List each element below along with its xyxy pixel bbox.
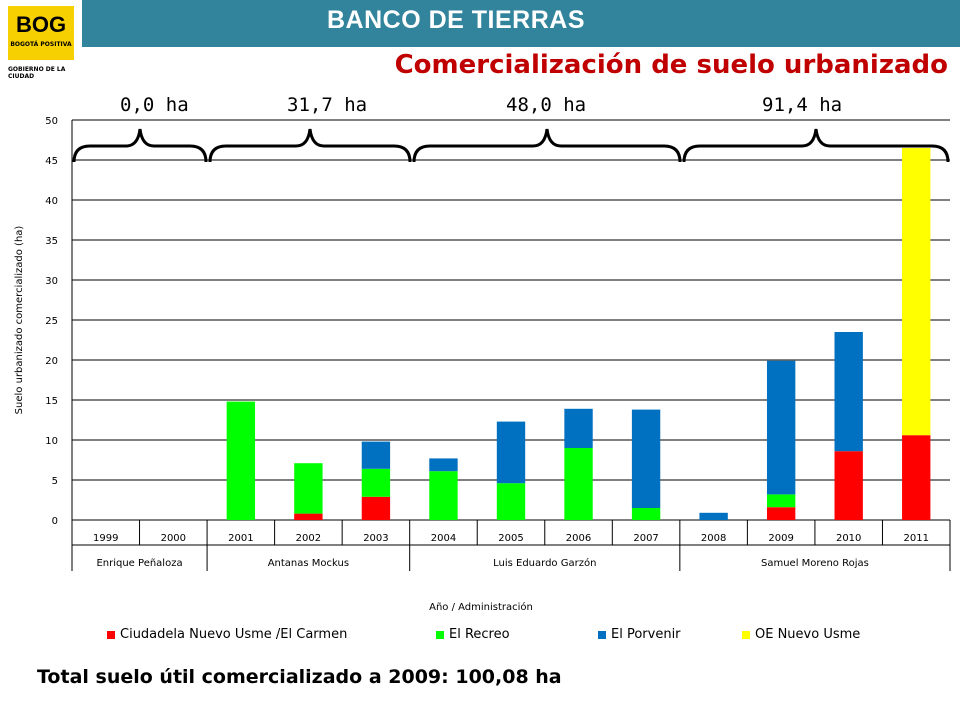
period-brace — [682, 128, 950, 163]
x-axis-title: Año / Administración — [429, 601, 533, 613]
legend-label: El Recreo — [449, 627, 510, 642]
bar-segment — [834, 451, 863, 520]
period-total-label: 0,0 ha — [120, 94, 189, 116]
x-tick-label: 2006 — [566, 533, 591, 544]
y-tick-label: 20 — [45, 356, 58, 367]
legend-label: OE Nuevo Usme — [755, 627, 861, 642]
period-brace — [208, 128, 412, 163]
logo-mark: BOG BOGOTÁ POSITIVA — [8, 6, 74, 60]
legend-swatch — [107, 630, 115, 639]
header-bar: BANCO DE TIERRAS — [82, 0, 960, 47]
legend-swatch — [436, 630, 444, 639]
bar-segment — [564, 448, 593, 520]
period-total-label: 48,0 ha — [506, 94, 587, 116]
y-tick-label: 35 — [45, 236, 58, 247]
legend-label: El Porvenir — [611, 627, 681, 642]
y-axis-title: Suelo urbanizado comercializado (ha) — [14, 226, 25, 415]
bar-segment — [834, 332, 863, 452]
bar-segment — [496, 421, 526, 484]
bogota-logo: BOG BOGOTÁ POSITIVA — [8, 6, 74, 60]
bar-segment — [766, 494, 796, 508]
bar-segment — [902, 148, 931, 436]
legend-item: OE Nuevo Usme — [742, 627, 860, 642]
x-tick-label: 2004 — [431, 533, 456, 544]
bar-segment — [631, 508, 661, 520]
x-tick-label: 1999 — [93, 533, 118, 544]
footer-total: Total suelo útil comercializado a 2009: … — [37, 666, 562, 688]
bar-segment — [631, 409, 661, 508]
y-tick-label: 15 — [45, 396, 58, 407]
group-label: Samuel Moreno Rojas — [761, 558, 869, 569]
y-tick-label: 0 — [52, 516, 58, 527]
group-label: Antanas Mockus — [268, 558, 349, 569]
period-brace — [72, 128, 208, 163]
x-tick-label: 2009 — [768, 533, 793, 544]
y-tick-label: 50 — [45, 116, 58, 127]
bar-segment — [294, 463, 323, 514]
legend-item: Ciudadela Nuevo Usme /El Carmen — [107, 627, 347, 642]
x-tick-label: 2001 — [228, 533, 253, 544]
group-label: Enrique Peñaloza — [96, 558, 182, 569]
bar-segment — [361, 441, 391, 469]
bar-segment — [766, 507, 796, 520]
x-tick-label: 2005 — [498, 533, 523, 544]
bar-segment — [902, 435, 931, 520]
legend-label: Ciudadela Nuevo Usme /El Carmen — [120, 627, 348, 642]
bar-segment — [496, 483, 526, 520]
bar-segment — [699, 512, 728, 520]
x-tick-label: 2002 — [296, 533, 321, 544]
bar-segment — [294, 513, 323, 520]
period-total-label: 31,7 ha — [287, 94, 368, 116]
logo-main-text: BOG — [16, 12, 66, 37]
bar-segment — [564, 408, 593, 448]
group-label: Luis Eduardo Garzón — [493, 557, 596, 569]
bar-segment — [766, 360, 796, 495]
bar-segment — [226, 401, 256, 520]
y-tick-label: 25 — [45, 316, 58, 327]
x-tick-label: 2007 — [633, 533, 658, 544]
bar-segment — [361, 468, 391, 497]
logo-subtitle: GOBIERNO DE LA CIUDAD — [8, 66, 66, 80]
logo-tag-text: BOGOTÁ POSITIVA — [10, 41, 72, 48]
x-tick-label: 2008 — [701, 533, 726, 544]
bar-segment — [361, 496, 391, 520]
legend-swatch — [742, 630, 750, 639]
page-title: BANCO DE TIERRAS — [326, 6, 585, 34]
page-subtitle: Comercialización de suelo urbanizado — [394, 50, 948, 80]
y-tick-label: 40 — [45, 196, 58, 207]
period-brace — [412, 128, 682, 163]
x-tick-label: 2010 — [836, 533, 861, 544]
legend-item: El Porvenir — [598, 627, 681, 642]
period-total-label: 91,4 ha — [762, 94, 843, 116]
legend-item: El Recreo — [436, 627, 510, 642]
y-tick-label: 10 — [45, 436, 58, 447]
y-tick-label: 5 — [52, 476, 58, 487]
bar-segment — [429, 458, 458, 472]
y-tick-label: 45 — [45, 156, 58, 167]
x-tick-label: 2011 — [904, 533, 929, 544]
bar-segment — [429, 471, 458, 520]
x-tick-label: 2003 — [363, 533, 388, 544]
y-tick-label: 30 — [45, 276, 58, 287]
x-tick-label: 2000 — [161, 533, 186, 544]
legend-swatch — [598, 630, 606, 639]
